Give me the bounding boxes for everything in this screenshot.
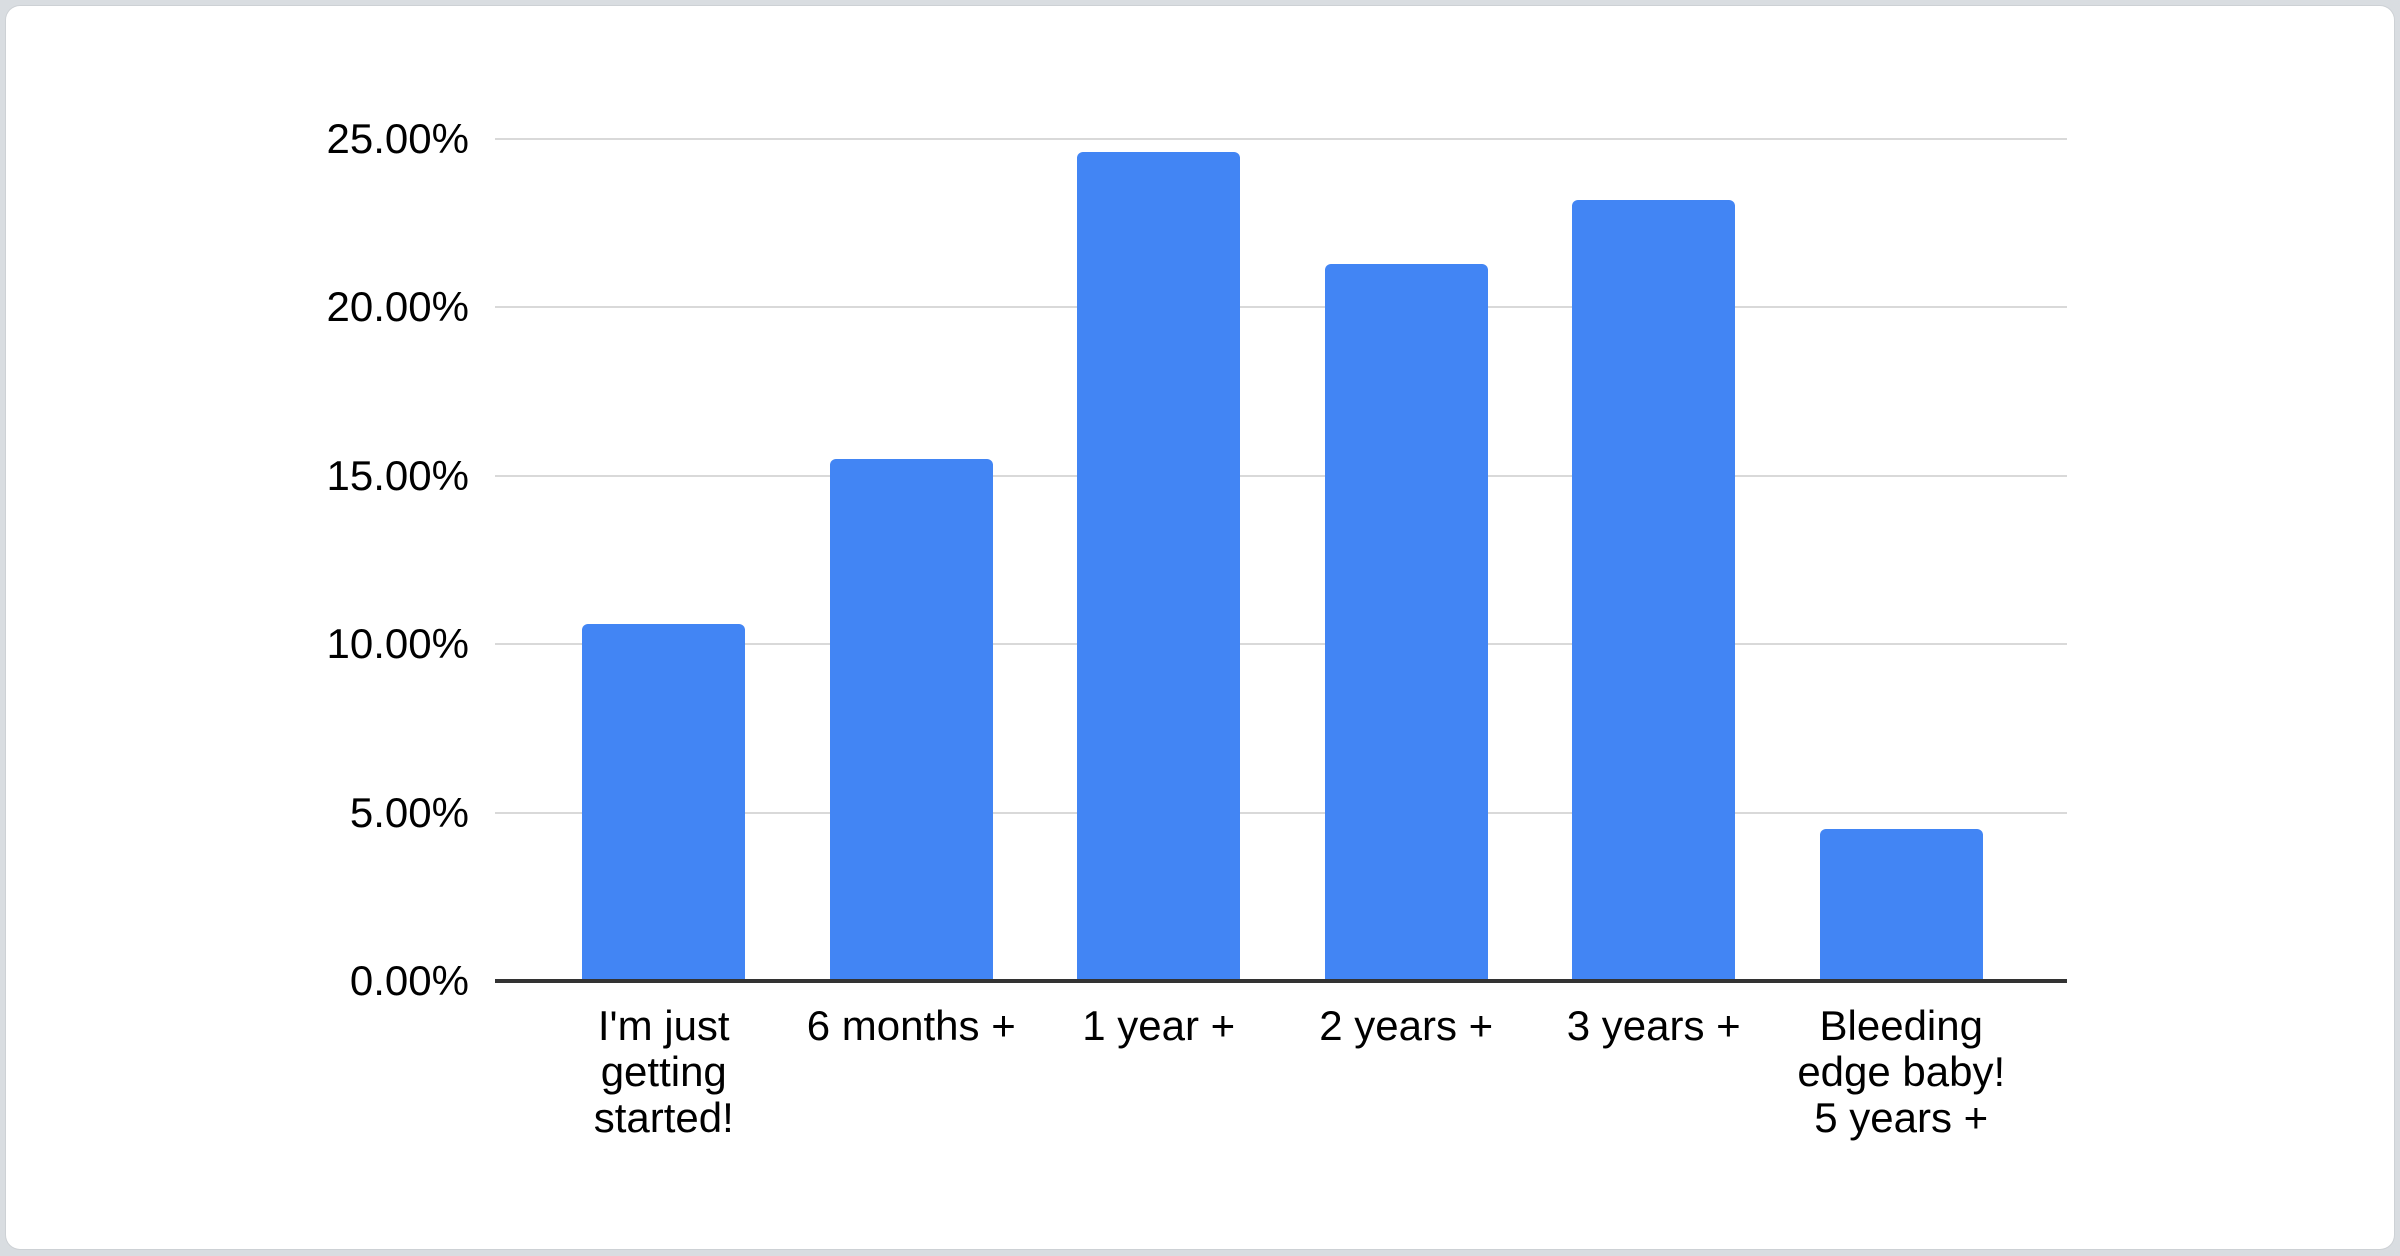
x-tick-label-line: edge baby!	[1797, 1048, 2006, 1095]
bar-6[interactable]	[1819, 829, 1983, 981]
x-axis-line	[495, 979, 2067, 983]
bar-1[interactable]	[582, 624, 746, 981]
gridline-25	[495, 138, 2067, 140]
x-tick-label: 3 years +	[1530, 1003, 1778, 1141]
bar-2[interactable]	[829, 458, 993, 981]
x-tick-label-line: Bleeding	[1819, 1002, 1983, 1049]
y-tick-label: 5.00%	[349, 788, 469, 836]
bars	[540, 139, 2025, 981]
bar-slot	[1035, 139, 1283, 981]
bar-5[interactable]	[1572, 199, 1736, 981]
x-tick-label-line: 1 year +	[1082, 1002, 1236, 1049]
gridlines	[495, 138, 2067, 981]
bar-4[interactable]	[1324, 263, 1488, 981]
y-tick-label: 15.00%	[326, 451, 469, 499]
bar-slot	[1283, 139, 1531, 981]
bar-slot	[788, 139, 1036, 981]
chart-card: I'm just getting started! 6 months + 1 year …	[6, 6, 2394, 1249]
y-tick-label: 25.00%	[326, 115, 469, 162]
bar-slot	[540, 139, 788, 981]
y-tick-label: 20.00%	[326, 283, 469, 331]
x-axis-labels: I'm just getting started! 6 months + 1 year …	[540, 981, 2025, 1141]
y-tick-label: 10.00%	[326, 620, 469, 668]
gridline-20	[495, 306, 2067, 309]
plot-area: I'm just getting started! 6 months + 1 year …	[327, 118, 2067, 1141]
x-tick-label: 2 years +	[1283, 1003, 1531, 1141]
x-tick-label-line: getting	[600, 1048, 727, 1095]
x-tick-label: Bleeding edge baby! 5 years +	[1778, 1003, 2026, 1141]
y-axis-labels: 0.00% 5.00% 10.00% 15.00% 20.00% 25.00%	[327, 118, 2067, 1002]
bar-3[interactable]	[1077, 152, 1241, 981]
y-tick-label: 0.00%	[349, 957, 469, 1004]
gridline-15	[495, 474, 2067, 477]
x-tick-label-line: 3 years +	[1566, 1002, 1741, 1049]
bar-slot	[1530, 139, 1778, 981]
gridline-5	[495, 811, 2067, 814]
gridline-10	[495, 643, 2067, 646]
x-tick-label: 1 year +	[1035, 1003, 1283, 1141]
x-tick-label-line: I'm just	[597, 1002, 730, 1049]
x-tick-label-line: started!	[593, 1094, 734, 1141]
x-tick-label-line: 2 years +	[1319, 1002, 1494, 1049]
x-tick-label: 6 months +	[788, 1003, 1036, 1141]
x-tick-label-line: 6 months +	[806, 1002, 1016, 1049]
x-tick-label: I'm just getting started!	[540, 1003, 788, 1141]
x-tick-label-line: 5 years +	[1814, 1094, 1989, 1141]
bar-slot	[1778, 139, 2026, 981]
